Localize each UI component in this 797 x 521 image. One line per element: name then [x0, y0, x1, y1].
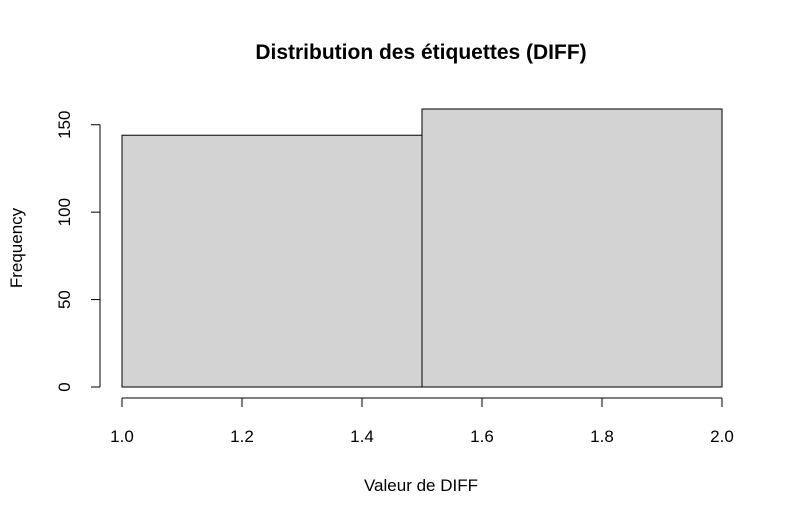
histogram-bar-1 [121, 134, 423, 388]
x-axis-label: Valeur de DIFF [364, 476, 478, 495]
histogram-bar-2 [421, 108, 723, 388]
y-tick-label: 150 [55, 111, 74, 139]
y-tick-label: 0 [55, 382, 74, 391]
x-tick-label: 1.4 [350, 427, 374, 446]
x-axis: 1.0 1.2 1.4 1.6 1.8 2.0 [110, 397, 734, 446]
x-tick-label: 1.0 [110, 427, 134, 446]
bars-group [121, 108, 723, 388]
x-tick-label: 1.8 [590, 427, 614, 446]
x-tick-label: 1.2 [230, 427, 254, 446]
x-tick-label: 2.0 [710, 427, 734, 446]
y-axis-label: Frequency [7, 207, 26, 288]
y-axis: 0 50 100 150 [55, 111, 101, 392]
y-tick-label: 100 [55, 198, 74, 226]
y-tick-label: 50 [55, 290, 74, 309]
x-tick-label: 1.6 [470, 427, 494, 446]
chart-title: Distribution des étiquettes (DIFF) [255, 41, 586, 64]
